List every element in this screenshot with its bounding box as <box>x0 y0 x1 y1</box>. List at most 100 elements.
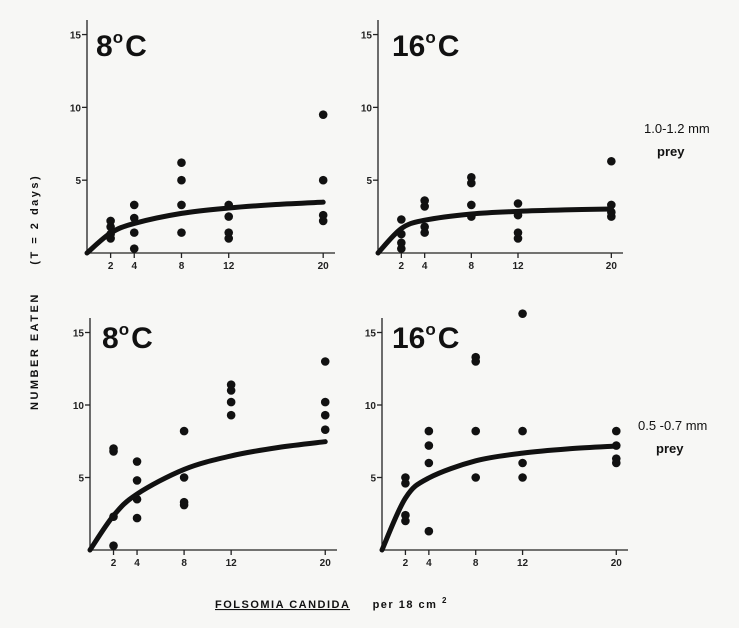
y-tick-label: 10 <box>70 103 82 114</box>
fitted-curve <box>379 443 619 553</box>
data-point <box>471 473 481 482</box>
data-point <box>109 444 118 453</box>
data-point <box>424 526 434 536</box>
panel-title: 16oC <box>392 28 459 63</box>
x-tick-label: 4 <box>134 558 140 569</box>
x-tick-label: 12 <box>223 261 235 272</box>
x-tick-label: 12 <box>226 558 238 569</box>
x-axis-sup-label: 2 <box>442 596 448 605</box>
y-axis-main-label: NUMBER EATEN <box>29 292 41 410</box>
y-tick-label: 5 <box>75 176 81 187</box>
data-point <box>132 513 142 523</box>
panel-title-number: 16 <box>392 30 425 63</box>
data-point <box>611 454 621 463</box>
data-point <box>471 352 481 362</box>
data-point <box>318 210 328 220</box>
x-tick-label: 2 <box>108 261 114 272</box>
panel-title: 8oC <box>102 320 153 355</box>
x-tick-label: 4 <box>422 261 428 272</box>
y-axis-sub-label: (T = 2 days) <box>29 174 41 265</box>
panel-title-unit: C <box>125 30 147 63</box>
x-axis-species-label: FOLSOMIA CANDIDA <box>215 599 350 611</box>
data-point <box>226 410 236 420</box>
x-tick-label: 20 <box>606 261 618 272</box>
data-point <box>129 213 139 223</box>
panel-title-unit: C <box>438 30 460 63</box>
panel-title-degree: o <box>113 28 123 47</box>
data-point <box>177 200 186 210</box>
x-axis-rest-label: per 18 cm <box>373 599 438 611</box>
data-point <box>318 175 328 185</box>
data-point <box>226 397 236 407</box>
fitted-curve <box>375 206 614 256</box>
y-axis-label: NUMBER EATEN (T = 2 days) <box>29 174 41 410</box>
x-tick-label: 20 <box>611 558 623 569</box>
panel-title-degree: o <box>425 320 435 339</box>
data-point <box>177 228 186 237</box>
data-point <box>179 473 189 482</box>
data-point <box>224 212 234 221</box>
data-point <box>397 238 406 248</box>
y-tick-label: 5 <box>78 474 84 485</box>
data-point <box>518 473 527 482</box>
data-point <box>106 216 115 226</box>
prey-large-word-label: prey <box>657 144 685 159</box>
svg-text:NUMBER EATEN (T = 2 days: NUMBER EATEN (T = 2 days) <box>29 174 41 410</box>
x-tick-label: 4 <box>426 558 432 569</box>
data-point <box>177 158 186 168</box>
x-tick-label: 8 <box>179 261 185 272</box>
panel-bottom-left: 2 4 8 12 20 5 10 15 8oC <box>73 318 337 569</box>
data-point <box>320 357 330 366</box>
y-tick-label: 10 <box>365 401 377 412</box>
data-point <box>226 380 236 390</box>
data-point <box>424 458 434 468</box>
x-tick-label: 8 <box>469 261 475 272</box>
y-tick-label: 10 <box>73 401 85 412</box>
data-point <box>420 222 429 232</box>
data-point <box>420 196 429 205</box>
data-point <box>177 175 186 185</box>
data-point <box>320 397 330 407</box>
data-point <box>424 441 434 450</box>
data-point <box>518 458 527 468</box>
panel-title-degree: o <box>119 320 129 339</box>
y-tick-label: 5 <box>370 474 376 485</box>
data-point <box>401 510 410 520</box>
fitted-curve <box>87 439 328 553</box>
data-point <box>607 156 616 166</box>
x-tick-label: 2 <box>111 558 117 569</box>
data-point <box>397 215 406 224</box>
data-point <box>467 172 476 182</box>
panel-title-degree: o <box>425 28 435 47</box>
y-tick-label: 15 <box>73 329 85 340</box>
data-point <box>318 110 328 119</box>
panel-title-number: 8 <box>96 30 113 63</box>
data-point <box>179 497 189 507</box>
panel-title: 8oC <box>96 28 147 63</box>
data-point <box>132 457 142 466</box>
data-point <box>320 425 330 434</box>
panel-title-unit: C <box>438 322 460 355</box>
x-tick-label: 20 <box>318 261 330 272</box>
data-point <box>401 473 410 482</box>
data-point <box>320 410 330 420</box>
data-point <box>129 244 139 253</box>
data-point <box>513 199 523 208</box>
x-tick-label: 8 <box>181 558 187 569</box>
panel-title-number: 16 <box>392 322 425 355</box>
panel-bottom-right: 2 4 8 12 20 5 10 15 16oC <box>365 309 628 569</box>
panel-title-unit: C <box>131 322 153 355</box>
x-tick-label: 8 <box>473 558 479 569</box>
prey-small-size-label: 0.5 -0.7 mm <box>638 418 707 433</box>
data-point <box>518 426 527 436</box>
y-tick-label: 15 <box>361 31 373 42</box>
x-tick-label: 20 <box>320 558 332 569</box>
data-point <box>179 426 189 436</box>
panel-top-right: 2 4 8 12 20 5 10 15 16oC <box>361 20 623 272</box>
x-tick-label: 12 <box>512 261 524 272</box>
x-tick-label: 12 <box>517 558 529 569</box>
data-point <box>518 309 527 318</box>
prey-small-word-label: prey <box>656 441 684 456</box>
x-axis-label: FOLSOMIA CANDIDA per 18 cm 2 <box>215 596 448 611</box>
